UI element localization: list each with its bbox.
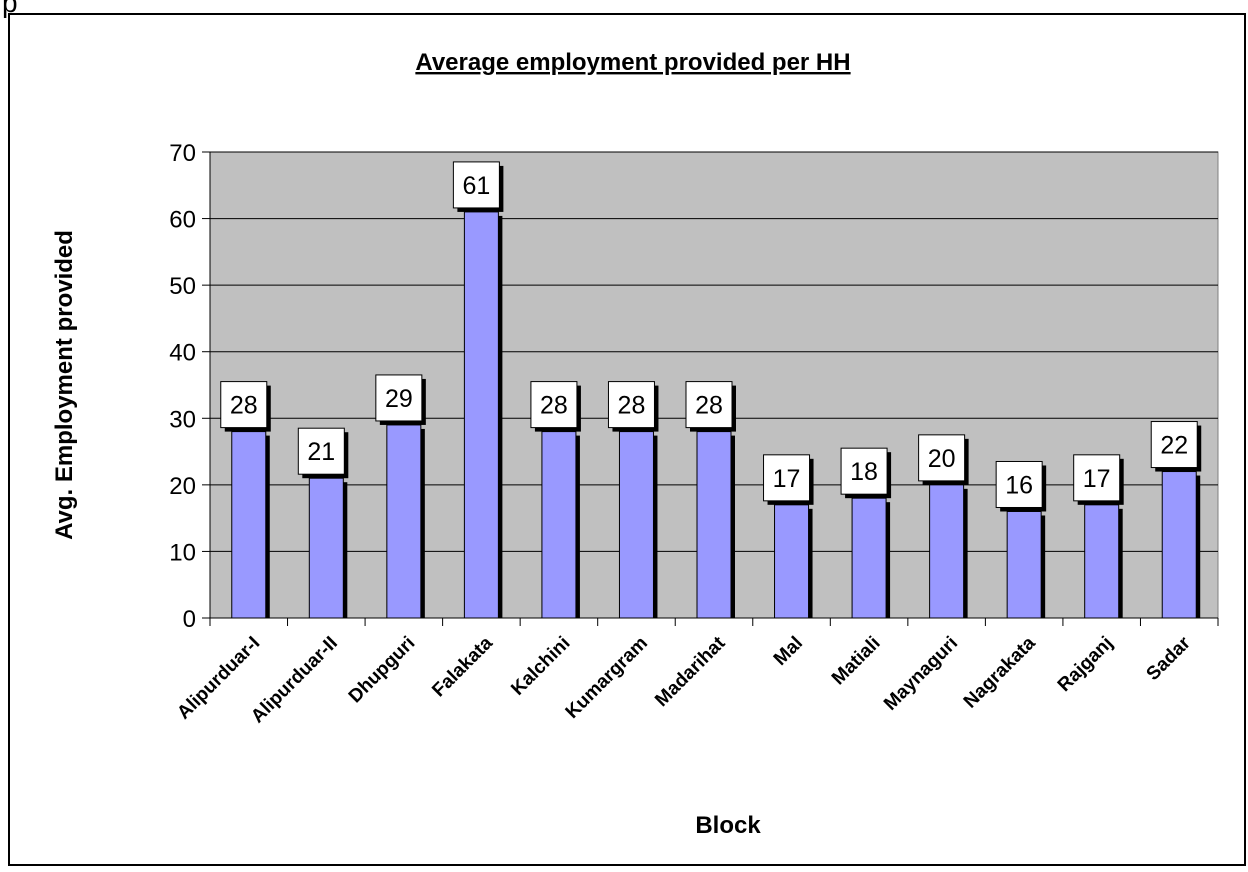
data-label: 28 (230, 392, 258, 420)
y-tick-label: 30 (169, 406, 196, 433)
y-axis: 0 10 20 30 40 50 60 70 (169, 140, 211, 633)
bar (618, 431, 654, 619)
data-label: 28 (540, 392, 568, 420)
data-label-box (763, 454, 811, 502)
data-label-box (297, 427, 345, 475)
data-label: 29 (385, 385, 413, 413)
bar (851, 497, 887, 619)
data-label-box (375, 374, 423, 422)
data-label: 22 (1160, 432, 1188, 460)
data-label-box (995, 460, 1043, 508)
bar (1006, 510, 1042, 619)
y-tick-label: 20 (169, 473, 196, 500)
data-label-box (1150, 421, 1198, 469)
y-axis-title: Avg. Employment provided (51, 230, 78, 540)
y-tick-label: 70 (169, 140, 196, 167)
y-tick-label: 50 (169, 273, 196, 300)
data-label: 18 (850, 458, 878, 486)
data-label: 20 (928, 445, 956, 473)
data-label: 28 (695, 392, 723, 420)
bars (231, 211, 1201, 619)
data-label-box (530, 381, 578, 429)
data-label-box (607, 381, 655, 429)
data-labels: 28 21 29 61 28 28 28 17 18 20 16 17 22 (220, 161, 1202, 512)
bar (231, 431, 267, 619)
x-axis-title: Block (695, 812, 761, 839)
data-label: 21 (307, 438, 335, 466)
y-tick-label: 10 (169, 539, 196, 566)
data-label-box (220, 381, 268, 429)
bar (386, 424, 422, 619)
bar (1161, 471, 1197, 619)
y-tick-label: 0 (183, 606, 196, 633)
data-label: 61 (462, 172, 490, 200)
bar (463, 211, 499, 619)
chart-title: Average employment provided per HH (415, 49, 850, 76)
y-tick-label: 60 (169, 207, 196, 234)
bar (541, 431, 577, 619)
bar (929, 484, 965, 619)
data-label: 16 (1005, 471, 1033, 499)
data-label-box (840, 447, 888, 495)
bar (696, 431, 732, 619)
data-label-box (452, 161, 500, 209)
data-label-box (918, 434, 966, 482)
bar (308, 477, 344, 619)
data-label: 17 (1083, 465, 1111, 493)
y-tick-label: 40 (169, 340, 196, 367)
bar (774, 504, 810, 619)
bar (1084, 504, 1120, 619)
data-label-box (685, 381, 733, 429)
data-label-box (1073, 454, 1121, 502)
data-label: 17 (773, 465, 801, 493)
data-label: 28 (618, 392, 646, 420)
